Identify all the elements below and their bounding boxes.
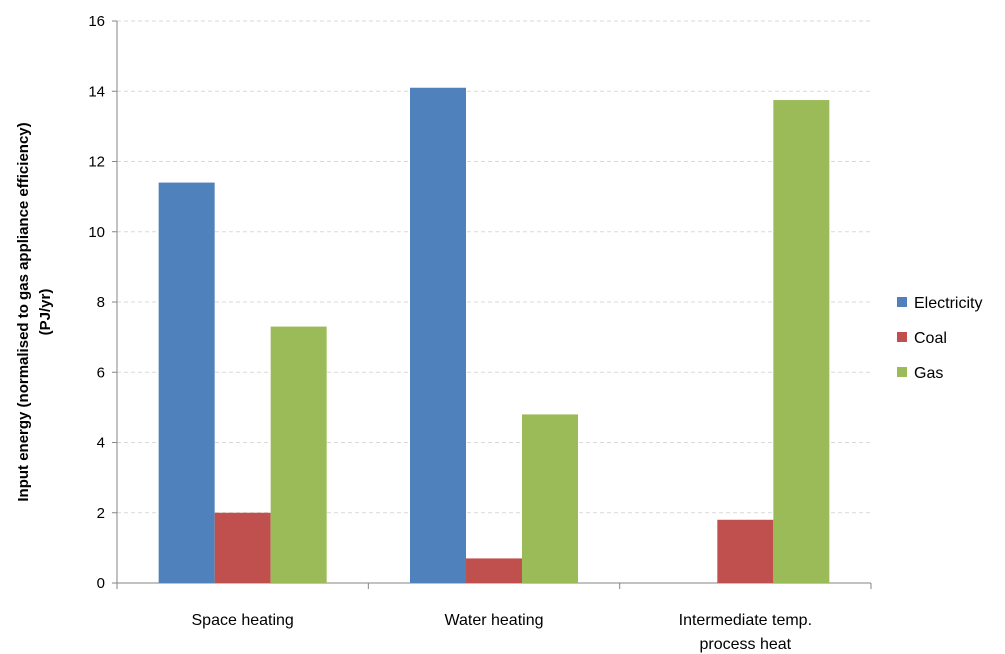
bar-coal-1 [214, 512, 271, 583]
legend-label-gas: Gas [914, 365, 943, 382]
y-tick-labels: 0 2 4 6 8 10 12 14 16 [88, 13, 105, 592]
x-category-label: Water heating [444, 612, 543, 629]
x-category-label: Space heating [192, 612, 294, 629]
x-category-labels: Space heating Water heating Intermediate t… [192, 612, 813, 653]
gridlines [117, 20, 871, 514]
y-tick-label: 16 [88, 13, 105, 30]
legend-swatch-coal [897, 332, 907, 342]
x-category-label-line: process heat [700, 636, 792, 653]
legend-label-electricity: Electricity [914, 295, 982, 312]
bar-gas-2 [522, 414, 578, 583]
y-axis-label: Input energy (normalised to gas applianc… [15, 122, 54, 501]
y-axis-label-line: Input energy (normalised to gas applianc… [15, 122, 32, 501]
bar-gas-1 [270, 326, 327, 583]
x-category-label-line: Intermediate temp. [679, 612, 812, 629]
bar-gas-3 [773, 100, 830, 583]
bar-electricity-2 [410, 87, 466, 584]
y-tick-label: 6 [97, 364, 105, 381]
x-category-label: Intermediate temp. process heat [679, 612, 812, 653]
y-tick-label: 12 [88, 154, 105, 171]
x-category-label-line: Space heating [192, 612, 294, 629]
y-tick-label: 4 [97, 435, 105, 452]
axes [112, 20, 872, 589]
y-tick-label: 8 [97, 294, 105, 311]
legend-label-coal: Coal [914, 330, 947, 347]
bars [158, 87, 830, 584]
bar-electricity-1 [158, 182, 215, 583]
legend: Electricity Coal Gas [897, 295, 982, 382]
y-tick-label: 10 [88, 224, 105, 241]
bar-coal-3 [717, 519, 774, 583]
y-axis-label-line: (PJ/yr) [37, 289, 54, 336]
y-tick-label: 14 [88, 83, 105, 100]
y-tick-label: 0 [97, 575, 105, 592]
y-tick-label: 2 [97, 505, 105, 522]
legend-swatch-electricity [897, 297, 907, 307]
legend-swatch-gas [897, 367, 907, 377]
bar-coal-2 [466, 558, 522, 583]
x-category-label-line: Water heating [444, 612, 543, 629]
